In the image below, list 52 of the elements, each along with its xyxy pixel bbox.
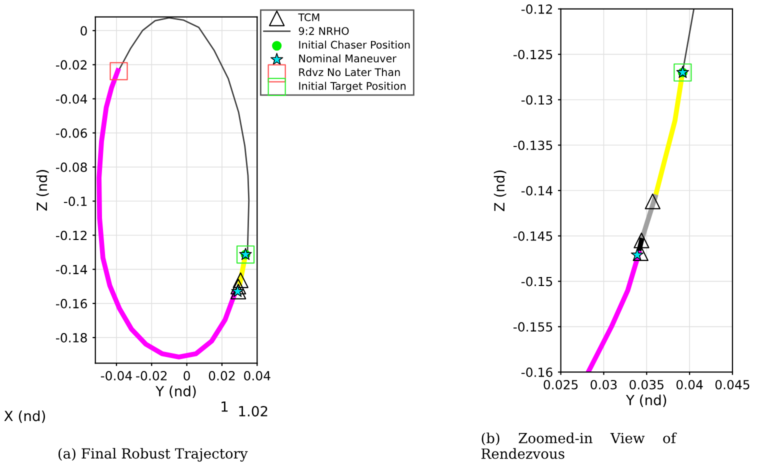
legend-label: Initial Chaser Position	[299, 40, 410, 49]
y-tick-label: -0.08	[56, 162, 87, 172]
y-tick-label: -0.14	[521, 186, 552, 196]
legend-label: 9:2 NRHO	[298, 27, 349, 35]
text: (b) Zoomed-in View of Rendezvous	[481, 432, 677, 459]
y-tick-label: -0.06	[56, 128, 87, 138]
x-tick-label: 0.045	[715, 380, 750, 390]
y-tick-label: 0	[80, 26, 87, 36]
y-tick-label: -0.125	[513, 50, 552, 60]
y-tick-label: -0.145	[513, 231, 552, 241]
y-tick-label: -0.04	[56, 94, 88, 104]
text: 1.02	[239, 406, 268, 416]
point	[236, 245, 255, 264]
y-tick-label: -0.02	[56, 60, 86, 70]
y-tick-label: -0.1	[64, 196, 87, 206]
point	[232, 272, 248, 288]
point	[644, 194, 660, 210]
x-axis-title: Y (nd)	[626, 394, 666, 407]
y-axis-title: Z (nd)	[494, 170, 506, 212]
point	[110, 62, 128, 80]
legend-label: Initial Target Position	[299, 82, 406, 92]
point	[630, 248, 644, 260]
y-tick-label: -0.12	[521, 4, 552, 14]
x-tick-label: -0.04	[100, 371, 132, 380]
x-tick-label: 0.02	[208, 371, 235, 380]
legend-label: Rdvz No Later Than	[299, 68, 400, 76]
point	[674, 63, 692, 82]
point	[230, 278, 246, 294]
y-tick-label: -0.18	[56, 333, 87, 342]
x-tick-label: 0	[184, 371, 190, 380]
x-tick-label: 0.04	[676, 380, 703, 390]
text: 1	[222, 401, 228, 412]
x-axis-title: Y (nd)	[156, 386, 196, 398]
legend-label: TCM	[298, 13, 320, 22]
x-tick-label: -0.02	[136, 371, 167, 380]
y-tick-label: -0.12	[56, 230, 86, 240]
y-axis-title: Z (nd)	[36, 170, 49, 211]
y-tick-label: -0.135	[513, 140, 552, 150]
y-tick-label: -0.13	[521, 95, 552, 105]
x-tick-label: 0.025	[544, 380, 578, 390]
text: X (nd)	[4, 410, 46, 423]
x-tick-label: 0.035	[630, 380, 664, 390]
y-tick-label: -0.14	[56, 264, 88, 274]
y-tick-label: -0.16	[521, 368, 552, 378]
point	[634, 232, 650, 248]
x-tick-label: 0.04	[244, 371, 270, 380]
legend-label: Nominal Maneuver	[299, 54, 396, 62]
text: (a) Final Robust Trajectory	[58, 448, 248, 462]
y-tick-label: -0.16	[56, 298, 87, 308]
y-tick-label: -0.155	[513, 322, 552, 332]
x-tick-label: 0.03	[590, 380, 617, 390]
y-tick-label: -0.15	[521, 276, 552, 286]
